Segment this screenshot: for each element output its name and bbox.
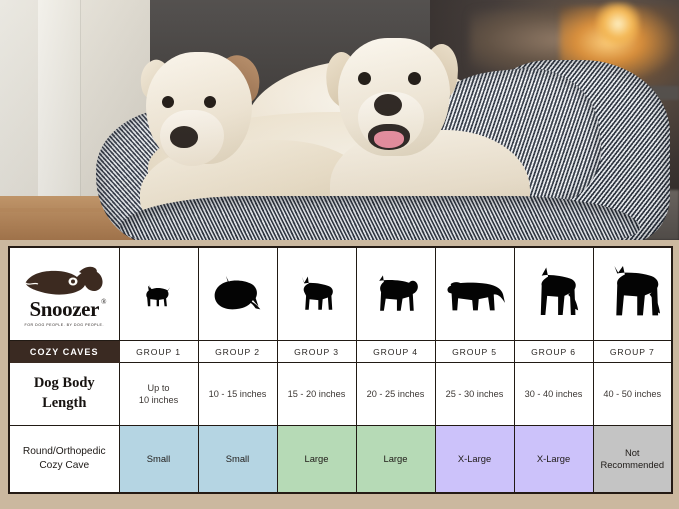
recommendation-cell-7: Not Recommended	[592, 425, 673, 494]
body-length-cell-4: 20 - 25 inches	[355, 362, 436, 426]
brand-name: Snoozer ®	[29, 296, 106, 321]
group-header-5: GROUP 5	[434, 340, 515, 363]
dog-right-tongue	[374, 131, 404, 148]
recommendation-cell-5: X-Large	[434, 425, 515, 494]
body-length-row-label: Dog Body Length	[8, 362, 120, 426]
recommendation-cell-6: X-Large	[513, 425, 594, 494]
body-length-1-line1: Up to	[147, 382, 170, 393]
dog-left-nose	[170, 126, 198, 148]
snoozer-dog-head-logo-icon	[25, 266, 103, 295]
cozy-cave-row-label: Round/Orthopedic Cozy Cave	[8, 425, 120, 494]
silhouette-cell-group-3	[276, 246, 357, 341]
recommendation-row: Round/Orthopedic Cozy Cave Small Small L…	[8, 425, 673, 494]
recommendation-7-line1: Not	[624, 446, 640, 458]
body-length-cell-6: 30 - 40 inches	[513, 362, 594, 426]
pomeranian-silhouette-icon	[214, 275, 260, 310]
hero-photo	[0, 0, 679, 240]
recommendation-cell-3: Large	[276, 425, 357, 494]
body-length-row: Dog Body Length Up to 10 inches 10 - 15 …	[8, 362, 673, 426]
brand-logo: Snoozer ® FOR DOG PEOPLE. BY DOG PEOPLE.	[8, 246, 120, 341]
recommendation-cell-1: Small	[118, 425, 199, 494]
dog-right-nose	[374, 94, 402, 116]
group-header-row: COZY CAVES GROUP 1 GROUP 2 GROUP 3 GROUP…	[8, 340, 673, 363]
recommendation-7-line2: Recommended	[600, 459, 665, 470]
cozy-cave-label-line1: Round/Orthopedic	[22, 445, 106, 457]
silhouette-cell-group-4	[355, 246, 436, 341]
silhouette-cell-group-7	[592, 246, 673, 341]
wall-trim	[38, 0, 81, 205]
body-length-cell-2: 10 - 15 inches	[197, 362, 278, 426]
group-header-7: GROUP 7	[592, 340, 673, 363]
recommendation-cell-2: Small	[197, 425, 278, 494]
chihuahua-silhouette-icon	[145, 284, 170, 307]
body-length-1-line2: 10 inches	[138, 395, 179, 405]
dog-right-eye-right	[408, 72, 421, 85]
group-header-3: GROUP 3	[276, 340, 357, 363]
body-length-label-line2: Length	[42, 395, 87, 411]
fire-flame	[596, 2, 640, 46]
recommendation-cell-4: Large	[355, 425, 436, 494]
cozy-caves-label: COZY CAVES	[8, 340, 120, 363]
silhouette-cell-group-2	[197, 246, 278, 341]
silhouette-cell-group-6	[513, 246, 594, 341]
doberman-silhouette-icon	[538, 267, 578, 315]
group-header-2: GROUP 2	[197, 340, 278, 363]
photo-overlay	[0, 0, 679, 240]
registered-mark: ®	[101, 297, 107, 306]
body-length-cell-1: Up to 10 inches	[118, 362, 199, 426]
silhouette-cell-group-5	[434, 246, 515, 341]
brand-name-text: Snoozer	[29, 296, 100, 321]
golden-retriever-silhouette-icon	[446, 282, 505, 311]
cozy-cave-label-line2: Cozy Cave	[39, 460, 90, 471]
size-chart-container: Snoozer ® FOR DOG PEOPLE. BY DOG PEOPLE.	[0, 240, 679, 509]
group-header-4: GROUP 4	[355, 340, 436, 363]
dog-right-eye-left	[358, 72, 371, 85]
silhouette-row: Snoozer ® FOR DOG PEOPLE. BY DOG PEOPLE.	[8, 246, 673, 341]
group-header-1: GROUP 1	[118, 340, 199, 363]
body-length-cell-7: 40 - 50 inches	[592, 362, 673, 426]
bed-front-rim	[120, 196, 640, 240]
silhouette-cell-group-1	[118, 246, 199, 341]
dog-left-eye-left	[162, 96, 174, 108]
dog-left-eye-right	[204, 96, 216, 108]
great-dane-silhouette-icon	[614, 265, 661, 316]
body-length-cell-5: 25 - 30 inches	[434, 362, 515, 426]
group-header-6: GROUP 6	[513, 340, 594, 363]
body-length-label-line1: Dog Body	[33, 375, 95, 392]
boston-terrier-silhouette-icon	[301, 276, 333, 310]
brand-tagline: FOR DOG PEOPLE. BY DOG PEOPLE.	[24, 322, 104, 327]
size-chart-table: Snoozer ® FOR DOG PEOPLE. BY DOG PEOPLE.	[8, 246, 673, 494]
body-length-cell-3: 15 - 20 inches	[276, 362, 357, 426]
shiba-inu-silhouette-icon	[375, 274, 418, 311]
